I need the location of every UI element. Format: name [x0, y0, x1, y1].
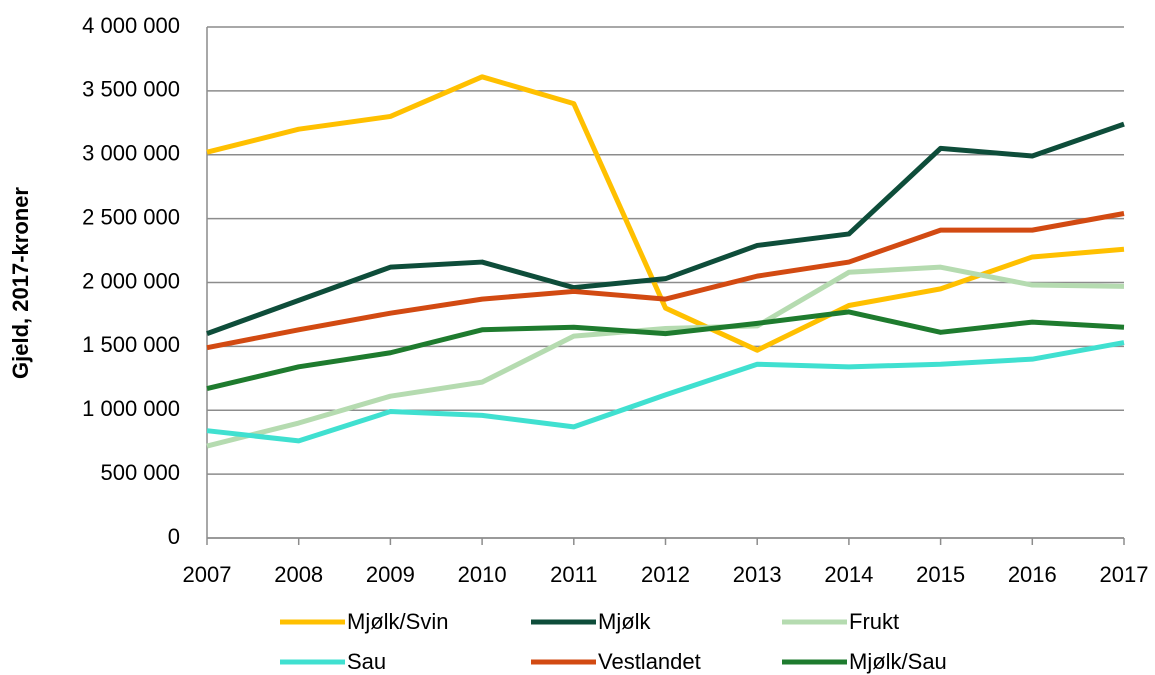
line-series	[206, 309, 1125, 391]
x-tick-label: 2011	[550, 562, 597, 587]
x-tick-label: 2010	[458, 562, 507, 587]
line-series	[206, 264, 1125, 449]
x-tick-label: 2013	[733, 562, 782, 587]
legend-label: Mjølk/Sau	[849, 649, 947, 674]
y-axis-title: Gjeld, 2017-kroner	[8, 187, 33, 379]
legend-label: Vestlandet	[598, 649, 701, 674]
y-tick-label: 3 000 000	[82, 141, 180, 166]
legend-label: Frukt	[849, 609, 899, 634]
legend-label: Mjølk	[598, 609, 652, 634]
x-tick-label: 2007	[183, 562, 232, 587]
x-tick-label: 2017	[1100, 562, 1149, 587]
x-tick-label: 2012	[641, 562, 690, 587]
x-tick-label: 2014	[824, 562, 873, 587]
line-series	[206, 121, 1125, 336]
y-tick-label: 1 500 000	[82, 332, 180, 357]
x-tick-label: 2008	[274, 562, 323, 587]
y-tick-label: 1 000 000	[82, 396, 180, 421]
y-tick-label: 4 000 000	[82, 13, 180, 38]
y-tick-label: 3 500 000	[82, 77, 180, 102]
line-series	[206, 74, 1125, 353]
y-tick-label: 2 000 000	[82, 268, 180, 293]
legend-label: Sau	[347, 649, 386, 674]
line-series	[206, 340, 1125, 444]
y-tick-label: 500 000	[100, 460, 180, 485]
x-tick-label: 2009	[366, 562, 415, 587]
x-tick-label: 2016	[1008, 562, 1057, 587]
line-series	[206, 211, 1125, 351]
legend-label: Mjølk/Svin	[347, 609, 448, 634]
y-tick-label: 2 500 000	[82, 204, 180, 229]
y-tick-label: 0	[168, 524, 180, 549]
x-tick-label: 2015	[916, 562, 965, 587]
